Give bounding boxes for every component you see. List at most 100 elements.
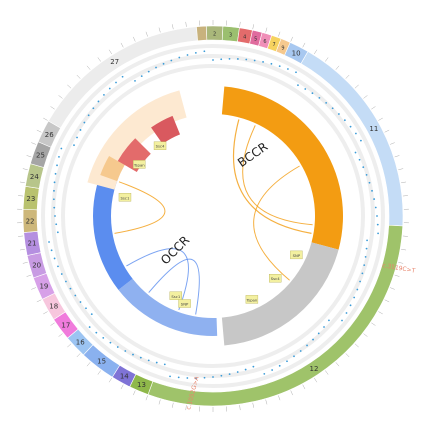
data-point <box>61 273 63 275</box>
data-point <box>212 59 214 61</box>
data-point <box>377 224 379 226</box>
outer-tick <box>109 50 112 54</box>
data-point <box>365 256 367 258</box>
chromosome-label: 25 <box>36 151 45 159</box>
outer-tick <box>253 24 254 29</box>
data-point <box>178 57 180 59</box>
chromosome-label: 9 <box>281 45 284 51</box>
outer-tick <box>146 32 148 37</box>
outer-tick <box>109 378 112 382</box>
chromosome-label: 10 <box>292 49 301 57</box>
data-point <box>325 102 327 104</box>
outer-tick <box>87 66 90 70</box>
data-point <box>360 140 362 142</box>
data-point <box>229 58 231 60</box>
data-point <box>115 82 117 84</box>
data-point <box>103 94 105 96</box>
data-point <box>295 71 297 73</box>
outer-tick <box>98 57 101 61</box>
outer-tick <box>59 334 63 337</box>
data-point <box>355 133 357 135</box>
outer-tick <box>98 371 101 375</box>
small-tag-label: Tspan <box>245 297 257 302</box>
data-point <box>350 304 352 306</box>
outer-tick <box>401 249 406 250</box>
outer-tick <box>77 353 80 357</box>
outer-tick <box>240 22 241 27</box>
outer-tick <box>403 196 408 197</box>
outer-tick <box>51 323 55 326</box>
chromosome-label: 4 <box>243 34 246 40</box>
outer-tick <box>37 300 41 302</box>
data-point <box>98 101 100 103</box>
data-point <box>373 198 375 200</box>
outer-tick <box>364 334 368 337</box>
data-point <box>169 375 171 377</box>
chromosome-label: 5 <box>254 37 257 43</box>
data-point <box>359 281 361 283</box>
outer-tick <box>27 275 32 277</box>
outer-tick <box>43 118 47 121</box>
data-point <box>262 61 264 63</box>
gray-arc <box>222 242 339 345</box>
chromosome-label: 24 <box>30 173 39 181</box>
chromosome-label: 18 <box>49 303 58 311</box>
chromosome-label: 7 <box>272 42 275 48</box>
outer-tick <box>27 155 32 157</box>
data-point <box>73 144 75 146</box>
data-point <box>369 182 371 184</box>
outer-tick <box>355 85 359 88</box>
data-point <box>237 58 239 60</box>
data-point <box>318 333 320 335</box>
data-point <box>344 119 346 121</box>
outer-tick <box>43 312 47 315</box>
data-point <box>323 326 325 328</box>
data-point <box>95 332 97 334</box>
data-point <box>187 54 189 56</box>
group-label-bccr: BCCR <box>235 139 270 169</box>
data-point <box>53 207 55 209</box>
outer-tick <box>371 323 375 326</box>
outer-tick <box>67 344 71 347</box>
chromosome-label: 22 <box>26 217 35 225</box>
chromosome-label: 27 <box>110 58 119 66</box>
data-point <box>56 164 58 166</box>
occr-arc-light <box>118 279 217 336</box>
chromosome-label: 15 <box>97 358 106 366</box>
data-point <box>134 80 136 82</box>
outer-tick <box>325 371 328 375</box>
data-point <box>85 307 87 309</box>
outer-tick <box>378 118 382 121</box>
outer-tick <box>325 57 328 61</box>
outer-tick <box>266 28 267 33</box>
outer-tick <box>23 169 28 170</box>
data-point <box>204 377 206 379</box>
small-tag-label: Ssc4 <box>271 276 280 281</box>
chromosome-label: 23 <box>26 195 35 203</box>
small-tag-label: SNP <box>181 301 189 306</box>
chromosome-label: 19 <box>39 283 48 291</box>
data-point <box>366 248 368 250</box>
data-point <box>279 365 281 367</box>
data-point <box>338 113 340 115</box>
outer-tick <box>390 288 395 290</box>
data-point <box>60 148 62 150</box>
outer-tick <box>378 312 382 315</box>
outer-tick <box>371 106 375 109</box>
outer-tick <box>23 262 28 263</box>
outer-tick <box>403 236 408 237</box>
data-point <box>293 355 295 357</box>
data-point <box>117 346 119 348</box>
data-point <box>341 320 343 322</box>
data-point <box>371 190 373 192</box>
small-tag-label: Ssc1 <box>171 294 180 299</box>
chromosome-label: 17 <box>61 321 70 329</box>
chromosome-label: 12 <box>310 365 319 373</box>
outer-tick <box>346 75 349 79</box>
outer-tick <box>355 344 359 347</box>
data-point <box>312 92 314 94</box>
outer-tick <box>67 85 71 88</box>
data-point <box>55 173 57 175</box>
data-point <box>92 107 94 109</box>
data-point <box>318 97 320 99</box>
